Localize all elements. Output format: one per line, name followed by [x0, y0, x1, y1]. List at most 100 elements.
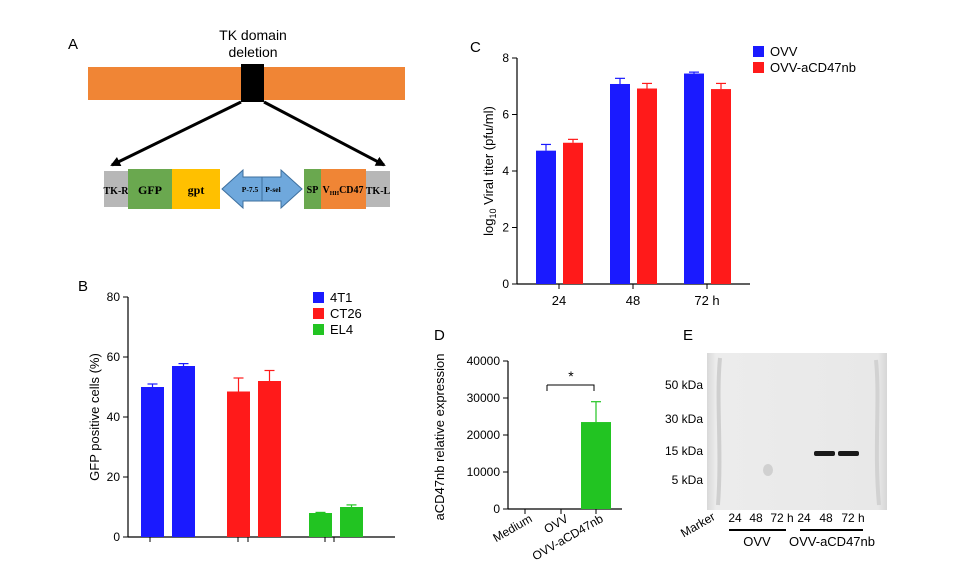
- d-bar-ovv-acd47nb-error: [591, 401, 601, 423]
- panel-e-letter: E: [683, 327, 693, 344]
- c-bar-ovv-24-error: [541, 143, 551, 151]
- tk-r-segment: [104, 171, 128, 207]
- b-y-tick-label-0: 0: [113, 530, 120, 544]
- gfp-label: GFP: [138, 183, 162, 197]
- b-bar-el4-1-error: [315, 511, 326, 514]
- b-y-tick-label-60: 60: [107, 350, 121, 364]
- b-bar-ct26-1: [227, 391, 250, 537]
- c-bar-ovv-48-error: [615, 77, 625, 84]
- b-legend: 4T1 CT26 EL4: [313, 290, 362, 337]
- c-bar-ovv-acd47nb-24-error: [568, 138, 578, 143]
- b-legend-swatch-el4: [313, 324, 324, 335]
- c-y-tick-label-8: 8: [502, 51, 509, 65]
- panel-e: E 50 kDa 30 kDa 15 kDa 5 kDa Marker 24 4…: [665, 327, 887, 549]
- b-legend-swatch-ct26: [313, 308, 324, 319]
- panel-b-letter: B: [78, 278, 88, 295]
- panel-b: B GFP positive cells (%) 0 20 40 60 80 4T1 C…: [78, 278, 395, 544]
- b-bar-el4-1: [309, 513, 332, 537]
- b-bar-el4-2: [340, 507, 363, 537]
- c-y-tick-label-6: 6: [502, 108, 509, 122]
- c-legend-ovv-acd47nb: OVV-aCD47nb: [770, 60, 856, 75]
- d-x-tick-label-0: Medium: [491, 511, 535, 544]
- lane-acd47-24: 24: [797, 511, 811, 525]
- c-bar-ovv-72h-error: [689, 71, 699, 74]
- c-legend-ovv: OVV: [770, 44, 798, 59]
- gpt-label: gpt: [188, 183, 205, 197]
- d-y-tick-label-20000: 20000: [467, 428, 501, 442]
- b-y-tick-label-80: 80: [107, 290, 121, 304]
- gfp-segment: [128, 169, 172, 209]
- c-x-tick-label-2: 72 h: [694, 293, 719, 308]
- marker-50kda: 50 kDa: [665, 378, 703, 392]
- group-ovv-label: OVV: [743, 534, 771, 549]
- d-y-tick-label-0: 0: [493, 502, 500, 516]
- b-y-tick-label-40: 40: [107, 410, 121, 424]
- sp-segment: [304, 169, 321, 209]
- gel-faint-spot: [763, 464, 773, 476]
- insertion-arrow-left: [110, 100, 242, 167]
- b-legend-ct26: CT26: [330, 306, 362, 321]
- b-legend-el4: EL4: [330, 322, 353, 337]
- c-bar-ovv-acd47nb-72h: [711, 89, 731, 284]
- tk-r-label: TK-R: [104, 186, 130, 197]
- marker-5kda: 5 kDa: [672, 473, 704, 487]
- b-bar-el4-2-error: [346, 504, 357, 507]
- lane-ovv-24: 24: [728, 511, 742, 525]
- b-bar-4t1-1-error: [147, 383, 158, 387]
- c-bar-ovv-acd47nb-24: [563, 142, 583, 284]
- chart-b: 0 20 40 60 80: [107, 290, 395, 544]
- panel-d-letter: D: [434, 327, 445, 344]
- b-legend-swatch-4t1: [313, 292, 324, 303]
- b-bar-4t1-1: [141, 387, 164, 537]
- c-y-tick-label-2: 2: [502, 221, 509, 235]
- c-legend: OVV OVV-aCD47nb: [753, 44, 856, 75]
- c-bar-ovv-48: [610, 83, 630, 285]
- d-bar-ovv-acd47nb: [581, 422, 611, 509]
- tk-deletion-title-line1: TK domain: [219, 27, 287, 43]
- d-ylabel: aCD47nb relative expression: [432, 354, 447, 521]
- b-legend-4t1: 4T1: [330, 290, 352, 305]
- d-y-tick-label-40000: 40000: [467, 354, 501, 368]
- group-ovv-acd47nb-label: OVV-aCD47nb: [789, 534, 875, 549]
- insertion-arrow-right: [263, 100, 386, 167]
- insertion-cassette: TK-R GFP gpt P-7.5 P-sel SP VHHCD47 TK-L: [104, 168, 391, 210]
- panel-a: A TK domain deletion TK-R GFP gpt P-7.5 …: [68, 27, 405, 210]
- significance-bracket: [546, 384, 595, 391]
- sp-label: SP: [307, 185, 319, 196]
- western-blot-image: [707, 353, 887, 510]
- c-bar-ovv-acd47nb-48: [637, 88, 657, 284]
- d-y-tick-label-10000: 10000: [467, 465, 501, 479]
- marker-30kda: 30 kDa: [665, 412, 703, 426]
- lane-ovv-72: 72 h: [770, 511, 793, 525]
- panel-d: D aCD47nb relative expression 0 10000 2000…: [432, 327, 622, 563]
- marker-15kda: 15 kDa: [665, 444, 703, 458]
- lane-ovv-48: 48: [749, 511, 763, 525]
- p75-label: P-7.5: [242, 185, 259, 194]
- vhh-cd47-label: VHHCD47: [322, 185, 363, 197]
- c-bar-ovv-24: [536, 150, 556, 284]
- psel-label: P-sel: [265, 185, 280, 194]
- panel-c-letter: C: [470, 39, 481, 56]
- band-48h: [814, 451, 835, 456]
- c-bar-ovv-72h: [684, 73, 704, 284]
- b-ylabel: GFP positive cells (%): [87, 353, 102, 481]
- c-legend-swatch-ovv-acd47nb: [753, 62, 764, 73]
- panel-a-letter: A: [68, 36, 78, 53]
- d-y-tick-label-30000: 30000: [467, 391, 501, 405]
- b-bar-4t1-2: [172, 366, 195, 537]
- c-legend-swatch-ovv: [753, 46, 764, 57]
- b-y-tick-label-20: 20: [107, 470, 121, 484]
- c-bar-ovv-acd47nb-72h-error: [716, 82, 726, 90]
- band-72h: [838, 451, 859, 456]
- b-bar-ct26-2-error: [264, 369, 275, 381]
- gpt-segment: [172, 169, 220, 209]
- b-bar-ct26-2: [258, 381, 281, 537]
- c-bar-ovv-acd47nb-48-error: [642, 82, 652, 89]
- gel-left-smear: [716, 357, 722, 506]
- lane-acd47-48: 48: [819, 511, 833, 525]
- lane-acd47-72: 72 h: [841, 511, 864, 525]
- b-bar-4t1-2-error: [178, 363, 189, 366]
